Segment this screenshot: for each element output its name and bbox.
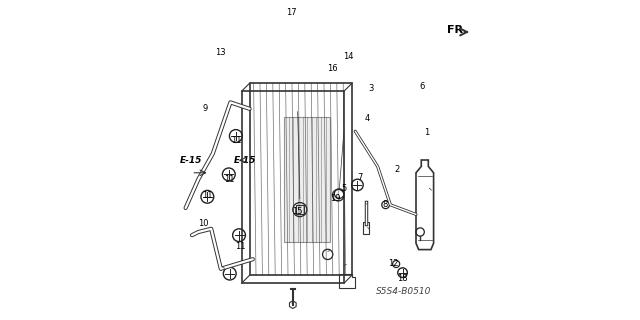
Text: 12: 12 [388,260,398,268]
Text: 9: 9 [202,104,207,113]
Text: 11: 11 [232,136,242,145]
Bar [363,222,369,234]
Text: 14: 14 [344,52,354,60]
Text: E-15: E-15 [234,156,256,164]
Text: 11: 11 [202,191,212,200]
Text: S5S4-B0510: S5S4-B0510 [376,287,431,296]
Text: 17: 17 [286,8,296,17]
Polygon shape [284,117,330,242]
Text: 18: 18 [397,274,408,283]
Text: 4: 4 [365,114,370,123]
Text: 19: 19 [330,194,340,203]
Text: 7: 7 [357,173,363,182]
Bar [296,205,304,214]
Text: 6: 6 [420,82,425,91]
Text: 16: 16 [328,64,338,73]
Text: 13: 13 [215,48,225,57]
Text: 10: 10 [198,220,209,228]
Text: 8: 8 [382,200,388,209]
Text: 1: 1 [424,128,430,137]
Text: 5: 5 [341,184,347,193]
Text: 11: 11 [235,242,245,251]
Text: 2: 2 [394,165,399,174]
Text: 11: 11 [225,175,235,184]
Text: E-15: E-15 [180,156,202,164]
Text: 15: 15 [292,207,303,216]
Text: FR.: FR. [447,25,468,36]
Text: 3: 3 [369,84,374,92]
